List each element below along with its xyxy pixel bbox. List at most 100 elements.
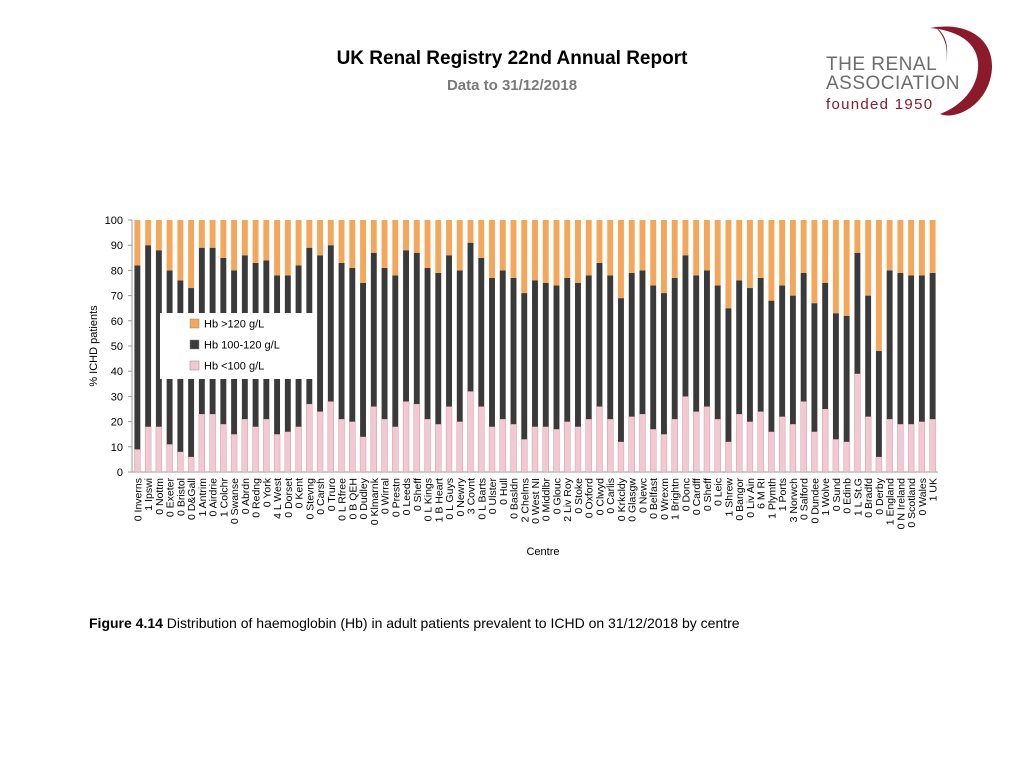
bar-hb-mid [510,277,517,425]
x-tick-label: 0 Airdrie [208,478,220,517]
bar-hb-mid [843,315,850,442]
bar-hb-high [811,220,818,304]
legend-item-hb-low-swatch [189,360,200,371]
bar-hb-high [134,220,141,266]
bar-hb-high [585,220,592,276]
x-tick-label: 0 Inverns [132,478,144,521]
bar-hb-mid [413,252,420,404]
x-tick-label: 1 Colchr [218,478,230,518]
bar-hb-mid [789,295,796,425]
bar-hb-mid [467,242,474,392]
bar-hb-mid [327,245,334,402]
bar-hb-mid [607,275,614,420]
x-tick-label: 0 Bradfd [863,478,875,518]
bar-hb-low [187,456,195,473]
bar-hb-high [618,220,624,299]
bar-hb-low [864,416,872,473]
bar-hb-high [779,220,786,286]
figure-caption-text: Distribution of haemoglobin (Hb) in adul… [162,615,740,631]
x-tick-label: 0 Bristol [175,478,187,516]
bar-hb-low [445,406,453,473]
bar-hb-high [263,220,270,261]
x-tick-label: 0 Bangor [734,478,746,521]
x-tick-label: 0 Stoke [573,478,585,514]
x-tick-label: 0 Kent [294,478,306,508]
bar-hb-high [413,220,420,253]
bar-hb-mid [338,262,345,420]
bar-hb-high [854,220,861,253]
bar-hb-low [220,423,227,473]
bar-hb-low [886,418,893,473]
x-tick-label: 0 L Guys [444,478,456,520]
bar-hb-high [360,220,367,283]
bar-hb-high [166,220,173,271]
x-tick-label: 0 Stevng [304,478,316,520]
bar-hb-high [908,220,915,276]
bar-hb-high [671,220,678,278]
y-tick-label: 30 [111,391,123,403]
bar-hb-low [714,418,721,473]
bar-hb-low [198,413,206,473]
bar-hb-high [220,220,227,258]
legend-box [160,313,316,379]
x-tick-label: 0 Sheff [702,478,714,511]
bar-hb-low [392,426,399,473]
bar-hb-mid [875,351,882,457]
legend-item-hb-low-label: Hb <100 g/L [204,361,264,373]
bar-hb-mid [381,267,388,420]
bar-hb-high [317,220,324,256]
x-tick-label: 0 Krkcldy [616,477,628,521]
bar-hb-mid [435,272,442,425]
x-tick-label: 1 L St.G [852,478,864,516]
bar-hb-high [639,220,646,271]
bar-hb-mid [134,265,141,450]
y-tick-label: 20 [111,417,123,429]
bar-hb-high [661,220,667,294]
x-tick-label: 0 Edinb [842,478,854,514]
bar-hb-low [359,436,367,473]
logo-line1: THE RENAL [826,54,938,75]
bar-hb-low [596,406,603,473]
bar-hb-mid [553,285,560,430]
bar-hb-low [273,434,281,473]
x-tick-label: 0 Dundee [809,478,821,524]
bar-hb-high [553,220,560,286]
bar-hb-low [553,428,560,473]
bar-hb-high [188,220,195,289]
x-tick-label: 0 L Kings [423,478,435,521]
x-tick-label: 0 Sund [831,478,843,511]
x-tick-label: 0 Klmarnk [369,477,381,525]
bar-hb-low [349,421,356,473]
report-title: UK Renal Registry 22nd Annual Report [336,48,688,69]
x-tick-label: 0 Glasgw [627,478,639,522]
logo-line2: ASSOCIATION [826,73,960,94]
x-tick-label: 0 West NI [530,478,542,524]
x-tick-label: 0 Nottm [154,478,166,515]
bar-hb-high [489,220,495,278]
bar-hb-low [746,421,754,473]
bar-hb-mid [145,245,152,427]
bar-hb-low [381,418,388,473]
y-tick-label: 100 [105,215,123,227]
bar-hb-high [338,220,345,263]
bar-hb-mid [757,277,764,412]
bar-hb-low [209,413,216,473]
x-tick-label: 2 Liv Roy [562,477,574,522]
bar-hb-low [843,441,850,473]
bar-hb-low [639,413,646,473]
bar-hb-high [714,220,721,286]
bar-hb-high [198,220,205,248]
y-tick-label: 40 [111,366,123,378]
bar-hb-mid [456,270,463,422]
bar-hb-mid [575,283,581,427]
bar-hb-mid [671,277,678,420]
bar-hb-low [607,418,614,473]
bar-hb-low [854,373,861,473]
bar-hb-mid [650,285,657,430]
renal-association-logo: THE RENAL ASSOCIATION founded 1950 [822,22,1002,122]
x-tick-label: 0 L Barts [476,478,488,520]
bar-hb-mid [521,293,528,440]
figure-caption: Figure 4.14 Distribution of haemoglobin … [89,615,740,631]
bar-hb-low [542,426,549,473]
x-tick-label: 0 Clwyd [594,478,606,516]
